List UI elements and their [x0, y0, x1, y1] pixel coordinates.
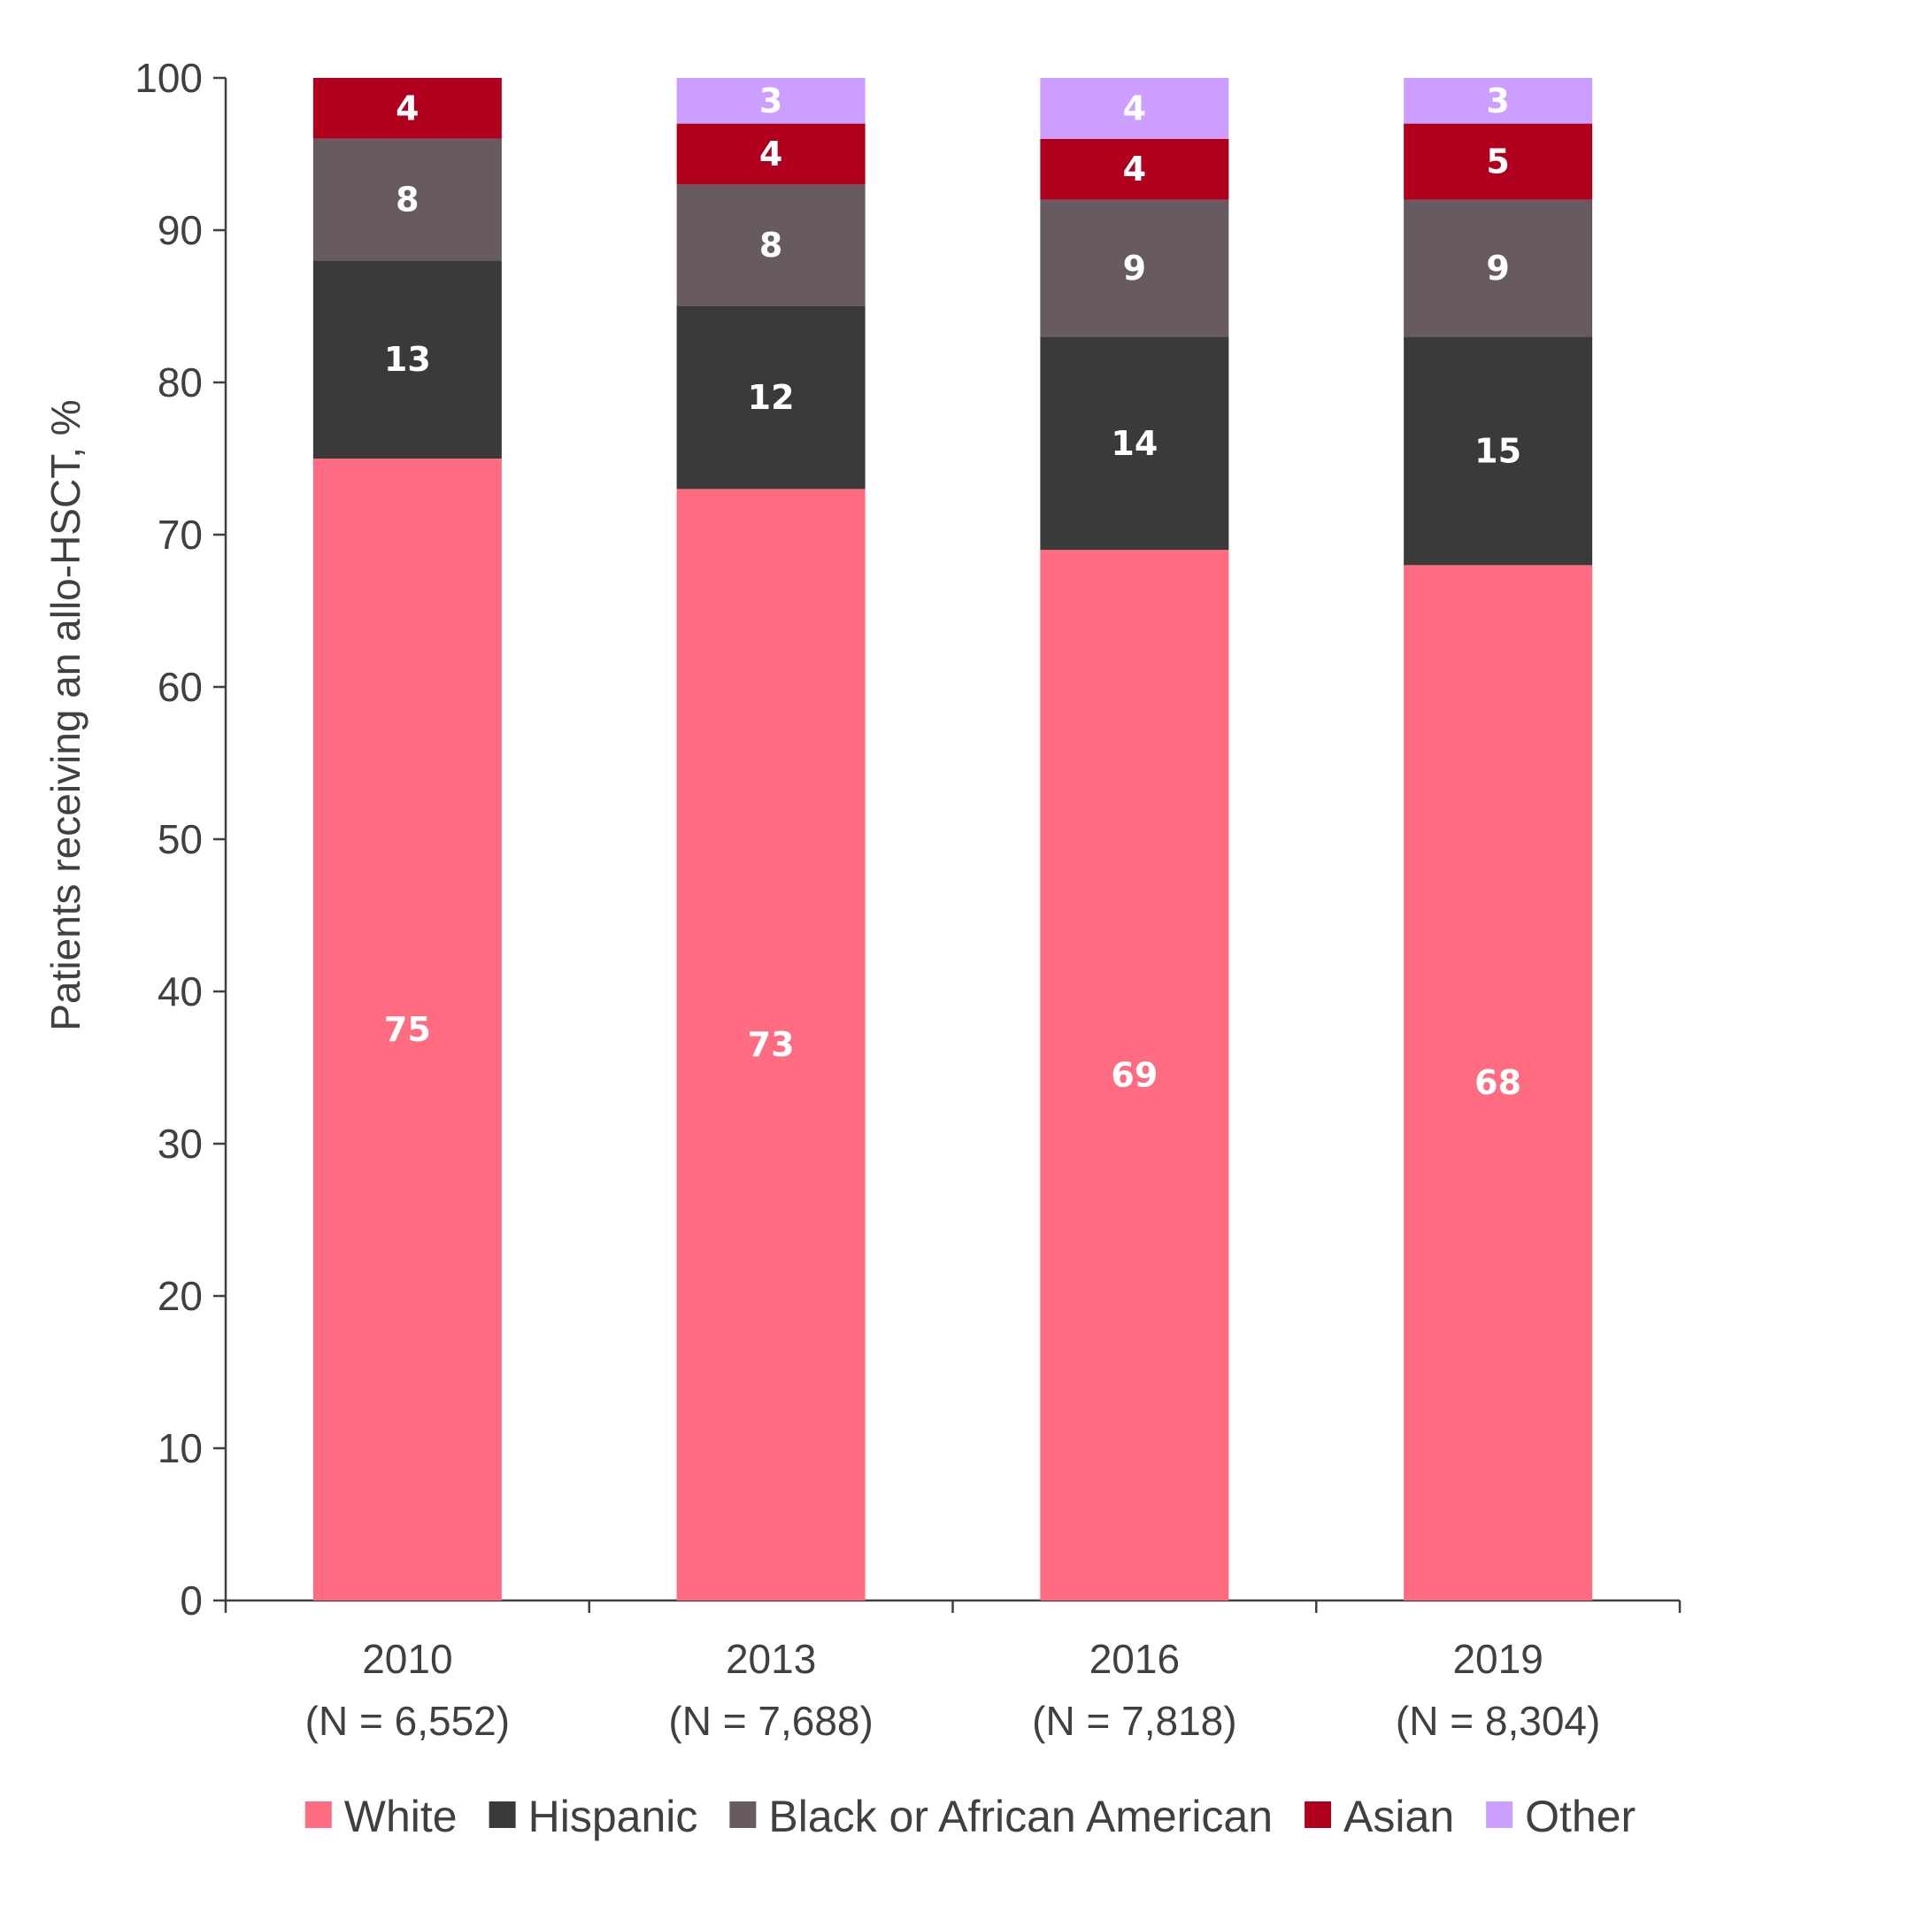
y-tick-label: 40: [158, 968, 203, 1014]
y-axis: 0 10 20 30 40 50 60 70 80 90 100: [135, 55, 227, 1623]
data-label: 73: [748, 1025, 795, 1064]
bars-layer: [312, 78, 1593, 1601]
bar-segment-black-or-african-american: [1040, 199, 1229, 337]
y-axis-title: Patients receiving an allo-HSCT, %: [42, 399, 89, 1030]
y-tick-label: 60: [158, 664, 203, 710]
legend-label: Other: [1525, 1792, 1636, 1841]
y-tick-label: 20: [158, 1273, 203, 1319]
y-tick-label: 70: [158, 512, 203, 558]
legend-swatch: [1486, 1801, 1513, 1828]
bar-segment-asian: [676, 123, 866, 185]
legend-label: White: [344, 1792, 458, 1841]
bar-segment-white: [1404, 565, 1593, 1600]
y-axis-title-group: Patients receiving an allo-HSCT, %: [42, 399, 89, 1030]
data-label: 3: [1486, 81, 1509, 120]
x-category-n: (N = 7,818): [1032, 1698, 1236, 1744]
data-label: 15: [1474, 431, 1521, 470]
x-category-year: 2019: [1452, 1636, 1543, 1682]
legend-label: Hispanic: [528, 1792, 698, 1841]
data-label: 8: [396, 181, 419, 220]
legend-swatch: [489, 1801, 516, 1828]
bar-segment-black-or-african-american: [312, 138, 502, 261]
bar-segment-asian: [312, 78, 502, 139]
data-label: 68: [1474, 1063, 1521, 1102]
y-tick-label: 50: [158, 816, 203, 862]
data-label: 69: [1111, 1056, 1158, 1095]
data-label: 9: [1486, 249, 1509, 288]
bar-segment-hispanic: [1040, 336, 1229, 551]
bar-segment-asian: [1404, 123, 1593, 200]
bar-segment-white: [676, 489, 866, 1600]
data-label: 4: [396, 89, 419, 127]
x-category-n: (N = 8,304): [1396, 1698, 1600, 1744]
data-label: 4: [1123, 89, 1146, 127]
x-category-n: (N = 7,688): [668, 1698, 873, 1744]
bar-segment-other: [1404, 78, 1593, 124]
bar-segment-asian: [1040, 138, 1229, 200]
bar-segment-black-or-african-american: [676, 184, 866, 306]
data-label: 3: [759, 81, 782, 120]
data-label: 9: [1123, 249, 1146, 288]
x-category-year: 2010: [362, 1636, 452, 1682]
legend-item-hispanic: Hispanic: [489, 1792, 698, 1841]
legend-item-white: White: [304, 1792, 458, 1841]
y-tick-label: 100: [135, 55, 203, 101]
bar-segment-white: [312, 459, 502, 1600]
x-category-year: 2016: [1089, 1636, 1180, 1682]
legend-item-black-or-african-american: Black or African American: [729, 1792, 1273, 1841]
legend-label: Asian: [1343, 1792, 1454, 1841]
data-label: 8: [759, 226, 782, 265]
bar-segment-black-or-african-american: [1404, 199, 1593, 337]
x-category-n: (N = 6,552): [305, 1698, 510, 1744]
x-category-year: 2013: [726, 1636, 816, 1682]
data-label: 13: [384, 340, 431, 379]
data-labels-layer: 75 13 8 4 73 12 8 4 3 69 14 9 4 4 68 15 9 5 3: [384, 81, 1521, 1102]
data-label: 12: [748, 378, 795, 417]
bar-segment-hispanic: [676, 306, 866, 490]
data-label: 4: [1123, 150, 1146, 189]
legend-item-asian: Asian: [1305, 1792, 1454, 1841]
legend: White Hispanic Black or African American As…: [304, 1792, 1636, 1841]
y-tick-label: 0: [180, 1577, 203, 1623]
legend-swatch: [1305, 1801, 1332, 1828]
legend-swatch: [304, 1801, 332, 1828]
y-tick-label: 10: [158, 1425, 203, 1471]
data-label: 5: [1486, 143, 1509, 181]
legend-swatch: [729, 1801, 757, 1828]
y-tick-label: 80: [158, 359, 203, 405]
data-label: 4: [759, 135, 782, 174]
data-label: 75: [384, 1010, 431, 1049]
legend-item-other: Other: [1486, 1792, 1636, 1841]
data-label: 14: [1111, 424, 1158, 463]
y-tick-label: 90: [158, 207, 203, 253]
y-tick-label: 30: [158, 1121, 203, 1167]
bar-segment-white: [1040, 550, 1229, 1601]
bar-segment-hispanic: [312, 260, 502, 459]
bar-segment-other: [676, 78, 866, 124]
legend-label: Black or African American: [768, 1792, 1273, 1841]
bar-segment-hispanic: [1404, 336, 1593, 566]
x-axis: 2010 (N = 6,552) 2013 (N = 7,688) 2016 (N = 7…: [224, 1599, 1682, 1744]
bar-segment-other: [1040, 78, 1229, 139]
